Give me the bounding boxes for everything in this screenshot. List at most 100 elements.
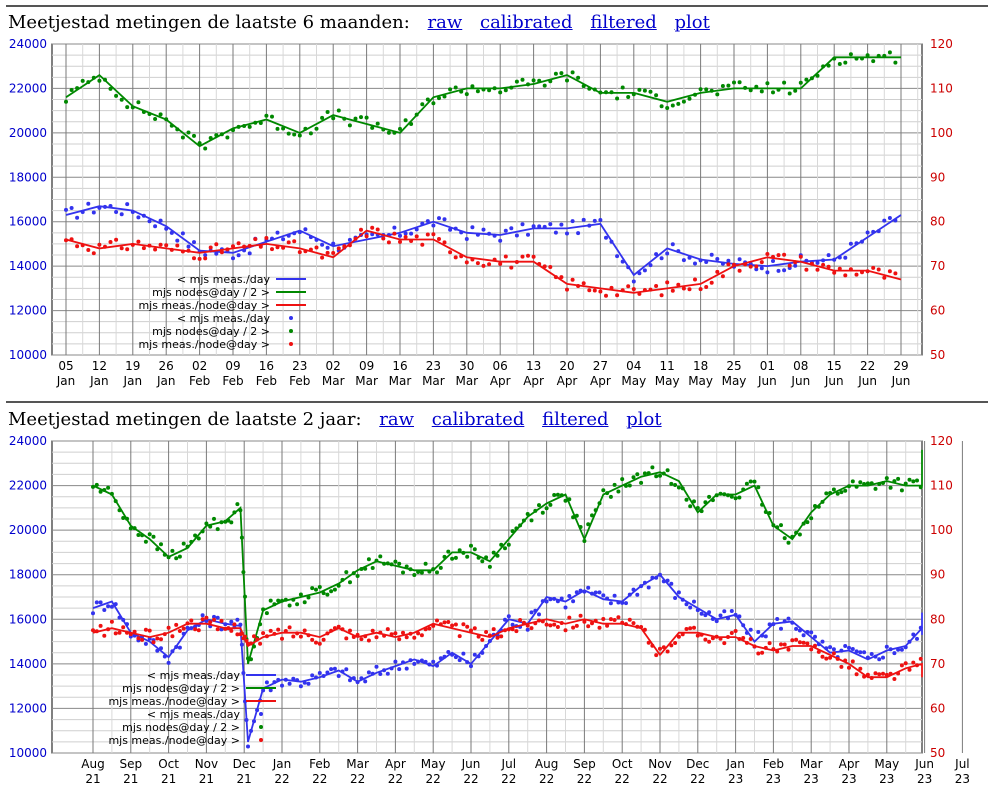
data-point [526, 253, 530, 258]
data-point [253, 237, 258, 242]
data-point [332, 666, 337, 671]
x-tick-label-sub: 23 [879, 772, 894, 786]
data-point [438, 565, 443, 570]
link-plot[interactable]: plot [626, 409, 662, 430]
data-point [616, 489, 621, 494]
data-point [548, 502, 553, 507]
data-point [786, 540, 791, 545]
x-tick-label-sub: Mar [389, 374, 412, 388]
x-tick-label: Sep [119, 757, 142, 771]
data-point [669, 481, 674, 486]
x-tick-label: 06 [493, 359, 508, 373]
x-tick-label: Nov [195, 757, 218, 771]
data-point [286, 131, 291, 136]
data-point [363, 679, 368, 684]
data-point [765, 252, 770, 256]
data-point [820, 654, 825, 659]
data-point [186, 130, 191, 135]
data-point [531, 224, 536, 229]
data-point [670, 103, 675, 108]
data-point [658, 646, 662, 651]
link-plot[interactable]: plot [674, 12, 710, 33]
data-point [907, 667, 912, 672]
data-point [427, 626, 432, 631]
data-point [359, 227, 363, 232]
data-point [503, 254, 508, 259]
data-point [703, 637, 708, 642]
link-calibrated[interactable]: calibrated [431, 409, 525, 430]
data-point [877, 672, 882, 677]
data-point [794, 637, 799, 642]
data-point [642, 88, 647, 93]
data-point [425, 232, 430, 237]
data-point [911, 479, 916, 484]
link-raw[interactable]: raw [427, 12, 463, 33]
data-point [798, 80, 803, 85]
data-point [91, 628, 95, 633]
data-point [472, 652, 477, 657]
data-point [159, 542, 163, 547]
data-point [446, 620, 451, 624]
data-point [518, 618, 523, 622]
data-point [598, 289, 603, 294]
data-point [320, 255, 325, 260]
data-point [831, 651, 836, 656]
data-point [495, 635, 500, 640]
data-point [448, 250, 453, 255]
x-tick-label-sub: May [722, 374, 747, 388]
data-point [325, 250, 330, 255]
data-point [509, 226, 514, 231]
data-point [117, 630, 122, 635]
link-calibrated[interactable]: calibrated [479, 12, 573, 33]
data-point [314, 587, 318, 592]
x-tick-label: Jul [501, 757, 516, 771]
data-point [276, 627, 281, 632]
data-point [192, 133, 196, 138]
data-point [627, 617, 632, 622]
data-point [114, 93, 119, 98]
data-point [298, 592, 303, 597]
data-point [503, 88, 508, 93]
data-point [793, 263, 798, 268]
x-tick-label-sub: May [688, 374, 713, 388]
data-point [247, 124, 252, 129]
link-raw[interactable]: raw [379, 409, 415, 430]
data-point [544, 599, 549, 604]
data-point [684, 627, 689, 631]
data-point [177, 645, 182, 650]
data-point [385, 671, 390, 676]
data-point [514, 629, 519, 634]
x-tick-label-sub: Mar [322, 374, 345, 388]
x-tick-label-sub: Apr [523, 374, 544, 388]
data-point [366, 670, 371, 675]
data-point [403, 118, 408, 123]
data-point [291, 634, 296, 639]
data-point [310, 637, 315, 642]
data-point [181, 541, 186, 546]
data-point [552, 493, 557, 497]
link-filtered[interactable]: filtered [542, 409, 609, 430]
data-point [882, 218, 887, 223]
data-point [348, 580, 352, 585]
y-tick-label-right: 60 [930, 304, 945, 318]
data-point [733, 629, 738, 633]
data-point [748, 637, 753, 641]
data-point [581, 217, 586, 222]
data-point [782, 536, 787, 541]
x-tick-label-sub: 23 [766, 772, 781, 786]
data-point [155, 636, 160, 641]
data-point [877, 657, 882, 662]
data-point [435, 570, 439, 575]
data-point [893, 271, 898, 276]
data-point [744, 481, 749, 486]
data-point [465, 624, 470, 629]
data-point [225, 135, 230, 140]
data-point [470, 84, 475, 89]
data-point [498, 261, 503, 266]
data-point [804, 77, 809, 82]
data-point [215, 615, 220, 620]
y-tick-label-right: 80 [930, 612, 945, 626]
link-filtered[interactable]: filtered [590, 12, 657, 33]
data-point [722, 641, 727, 646]
data-point [804, 267, 809, 272]
